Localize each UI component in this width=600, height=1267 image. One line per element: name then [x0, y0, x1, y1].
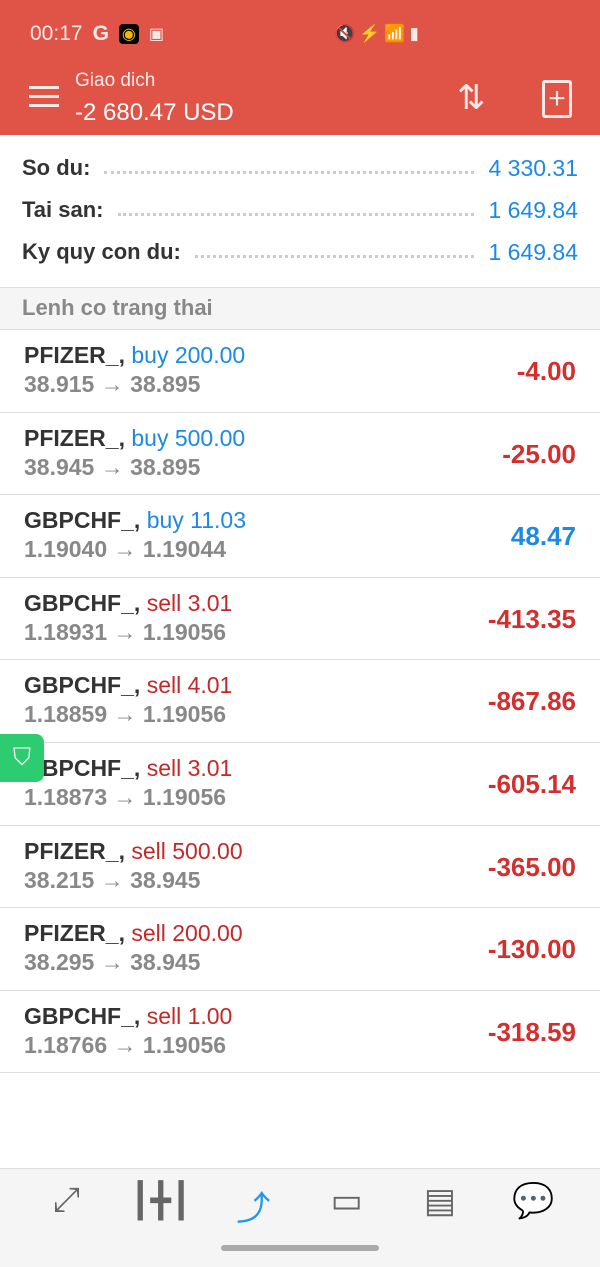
order-profit: -4.00 — [516, 356, 576, 386]
order-row[interactable]: PFIZER_, sell 500.00 38.215 → 38.945 -365.… — [0, 826, 600, 909]
order-row[interactable]: PFIZER_, sell 200.00 38.295 → 38.945 -130.… — [0, 908, 600, 991]
system-icons: 🔇⚡📶▮ — [334, 24, 423, 43]
order-profit: -318.59 — [487, 1016, 576, 1047]
order-profit: -365.00 — [487, 851, 576, 882]
status-bar: 00:17 G ◉ ▣ — [30, 22, 164, 46]
orders-list: PFIZER_, buy 200.00 38.915 → 38.895 -4.00 P… — [0, 330, 600, 1074]
order-volume: sell 4.01 — [146, 672, 233, 699]
order-row[interactable]: GBPCHF_, buy 11.03 1.19040 → 1.19044 48.47 — [0, 495, 600, 578]
page-title: Giao dich — [75, 70, 156, 91]
chat-icon[interactable]: 💬 — [512, 1182, 555, 1220]
order-symbol: GBPCHF_, — [24, 1002, 141, 1029]
summary-label: So du: — [22, 155, 91, 180]
order-volume: sell 3.01 — [146, 589, 233, 616]
summary-row: Tai san: 1 649.84 — [22, 189, 578, 231]
order-prices: 38.295 → 38.945 — [24, 949, 201, 976]
order-symbol: PFIZER_, — [24, 837, 125, 864]
sort-icon[interactable]: ⇅ — [457, 79, 486, 117]
order-symbol: PFIZER_, — [24, 920, 125, 947]
order-row[interactable]: GBPCHF_, sell 1.00 1.18766 → 1.19056 -318.… — [0, 991, 600, 1074]
order-profit: -413.35 — [487, 603, 576, 634]
summary-row: So du: 4 330.31 — [22, 147, 578, 189]
summary-value: 4 330.31 — [488, 154, 578, 181]
order-symbol: GBPCHF_, — [24, 672, 141, 699]
bottom-nav: ⤢ ┃╋┃ ⤴ ▭ ▤ 💬 — [0, 1168, 600, 1267]
charts-icon[interactable]: ┃╋┃ — [129, 1182, 192, 1220]
order-prices: 1.18859 → 1.19056 — [24, 701, 227, 728]
order-row[interactable]: PFIZER_, buy 200.00 38.915 → 38.895 -4.00 — [0, 330, 600, 413]
order-profit: -25.00 — [502, 438, 576, 469]
summary-label: Ky quy con du: — [22, 239, 181, 264]
home-indicator[interactable] — [221, 1245, 379, 1251]
order-prices: 38.945 → 38.895 — [24, 453, 201, 480]
order-prices: 38.215 → 38.945 — [24, 866, 201, 893]
order-volume: buy 11.03 — [146, 507, 247, 534]
order-volume: buy 200.00 — [131, 342, 246, 368]
order-prices: 1.19040 → 1.19044 — [24, 536, 227, 563]
summary-value: 1 649.84 — [488, 196, 578, 223]
order-volume: sell 200.00 — [131, 920, 243, 947]
history-icon[interactable]: ▭ — [330, 1182, 363, 1220]
order-profit: -130.00 — [487, 934, 576, 965]
divider — [104, 162, 475, 174]
clock: 00:17 — [30, 22, 83, 45]
account-summary: So du: 4 330.31 Tai san: 1 649.84 Ky quy con… — [0, 135, 600, 288]
order-profit: -605.14 — [487, 768, 576, 799]
order-row[interactable]: GBPCHF_, sell 4.01 1.18859 → 1.19056 -867.… — [0, 660, 600, 743]
news-icon[interactable]: ▤ — [423, 1182, 457, 1220]
divider — [117, 204, 475, 216]
order-volume: buy 500.00 — [131, 424, 246, 451]
order-prices: 1.18931 → 1.19056 — [24, 618, 227, 645]
order-row[interactable]: PFIZER_, buy 500.00 38.945 → 38.895 -25.00 — [0, 413, 600, 496]
order-prices: 1.18766 → 1.19056 — [24, 1031, 227, 1058]
app-icon: ◉ — [118, 24, 139, 44]
order-symbol: PFIZER_, — [24, 342, 125, 368]
order-row[interactable]: GBPCHF_, sell 3.01 1.18931 → 1.19056 -413.… — [0, 578, 600, 661]
order-symbol: GBPCHF_, — [24, 589, 141, 616]
new-order-icon[interactable]: + — [542, 80, 572, 118]
google-icon: G — [92, 22, 109, 45]
divider — [194, 246, 475, 258]
summary-label: Tai san: — [22, 197, 104, 222]
order-volume: sell 1.00 — [146, 1002, 233, 1029]
order-volume: sell 500.00 — [131, 837, 243, 864]
order-prices: 1.18873 → 1.19056 — [24, 783, 227, 810]
shield-icon[interactable]: ⛉ — [0, 734, 44, 782]
order-profit: -867.86 — [487, 686, 576, 717]
order-volume: sell 3.01 — [146, 754, 233, 781]
trade-icon[interactable]: ⤴ — [236, 1190, 271, 1228]
app-header: 00:17 G ◉ ▣ 🔇⚡📶▮ Giao dich -2 680.47 USD… — [0, 0, 600, 135]
account-balance: -2 680.47 USD — [75, 99, 234, 126]
summary-row: Ky quy con du: 1 649.84 — [22, 231, 578, 273]
order-symbol: PFIZER_, — [24, 424, 125, 451]
menu-button[interactable] — [29, 86, 59, 113]
order-profit: 48.47 — [510, 521, 576, 552]
summary-value: 1 649.84 — [488, 238, 578, 265]
quotes-icon[interactable]: ⤢ — [53, 1181, 81, 1219]
order-symbol: GBPCHF_, — [24, 507, 141, 534]
order-row[interactable]: GBPCHF_, sell 3.01 1.18873 → 1.19056 -605.… — [0, 743, 600, 826]
order-prices: 38.915 → 38.895 — [24, 371, 201, 397]
section-title: Lenh co trang thai — [0, 288, 600, 330]
image-icon: ▣ — [148, 26, 164, 43]
